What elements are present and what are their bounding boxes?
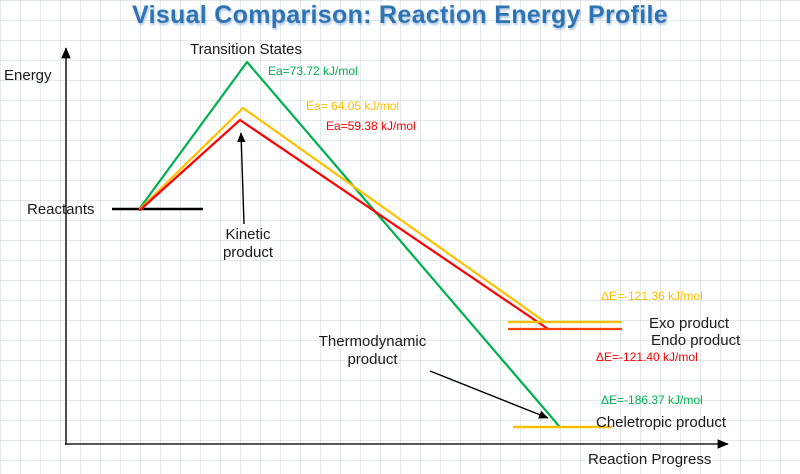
thermodynamic-product-label: Thermodynamic product [318,333,427,368]
kinetic-product-label: Kinetic product [222,226,274,261]
reactants-label: Reactants [27,201,95,218]
chart-title: Visual Comparison: Reaction Energy Profi… [132,1,668,29]
thermodynamic-product-arrow [429,370,549,419]
delta-e-annotation-exo: ΔE=-121.36 kJ/mol [601,289,703,303]
transition-states-label: Transition States [190,41,302,58]
reaction-progress-axis-label: Reaction Progress [588,451,712,468]
energy-axis-label: Energy [4,67,52,84]
ea-annotation-exo: Ea= 64.05 kJ/mol [306,99,400,113]
endo-pathway-curve [138,118,550,331]
exo-pathway-curve [138,106,547,324]
delta-e-annotation-endo: ΔE=-121.40 kJ/mol [596,350,698,364]
exo-product-label: Exo product [649,315,730,332]
cheletropic-pathway-curve [138,60,561,428]
kinetic-product-arrow [237,132,246,225]
cheletropic-product-label: Cheletropic product [596,414,727,431]
ea-annotation-cheletropic: Ea=73.72 kJ/mol [268,64,358,78]
endo-product-label: Endo product [651,332,741,349]
delta-e-annotation-cheletropic: ΔE=-186.37 kJ/mol [601,393,703,407]
ea-annotation-endo: Ea=59.38 kJ/mol [326,119,416,133]
